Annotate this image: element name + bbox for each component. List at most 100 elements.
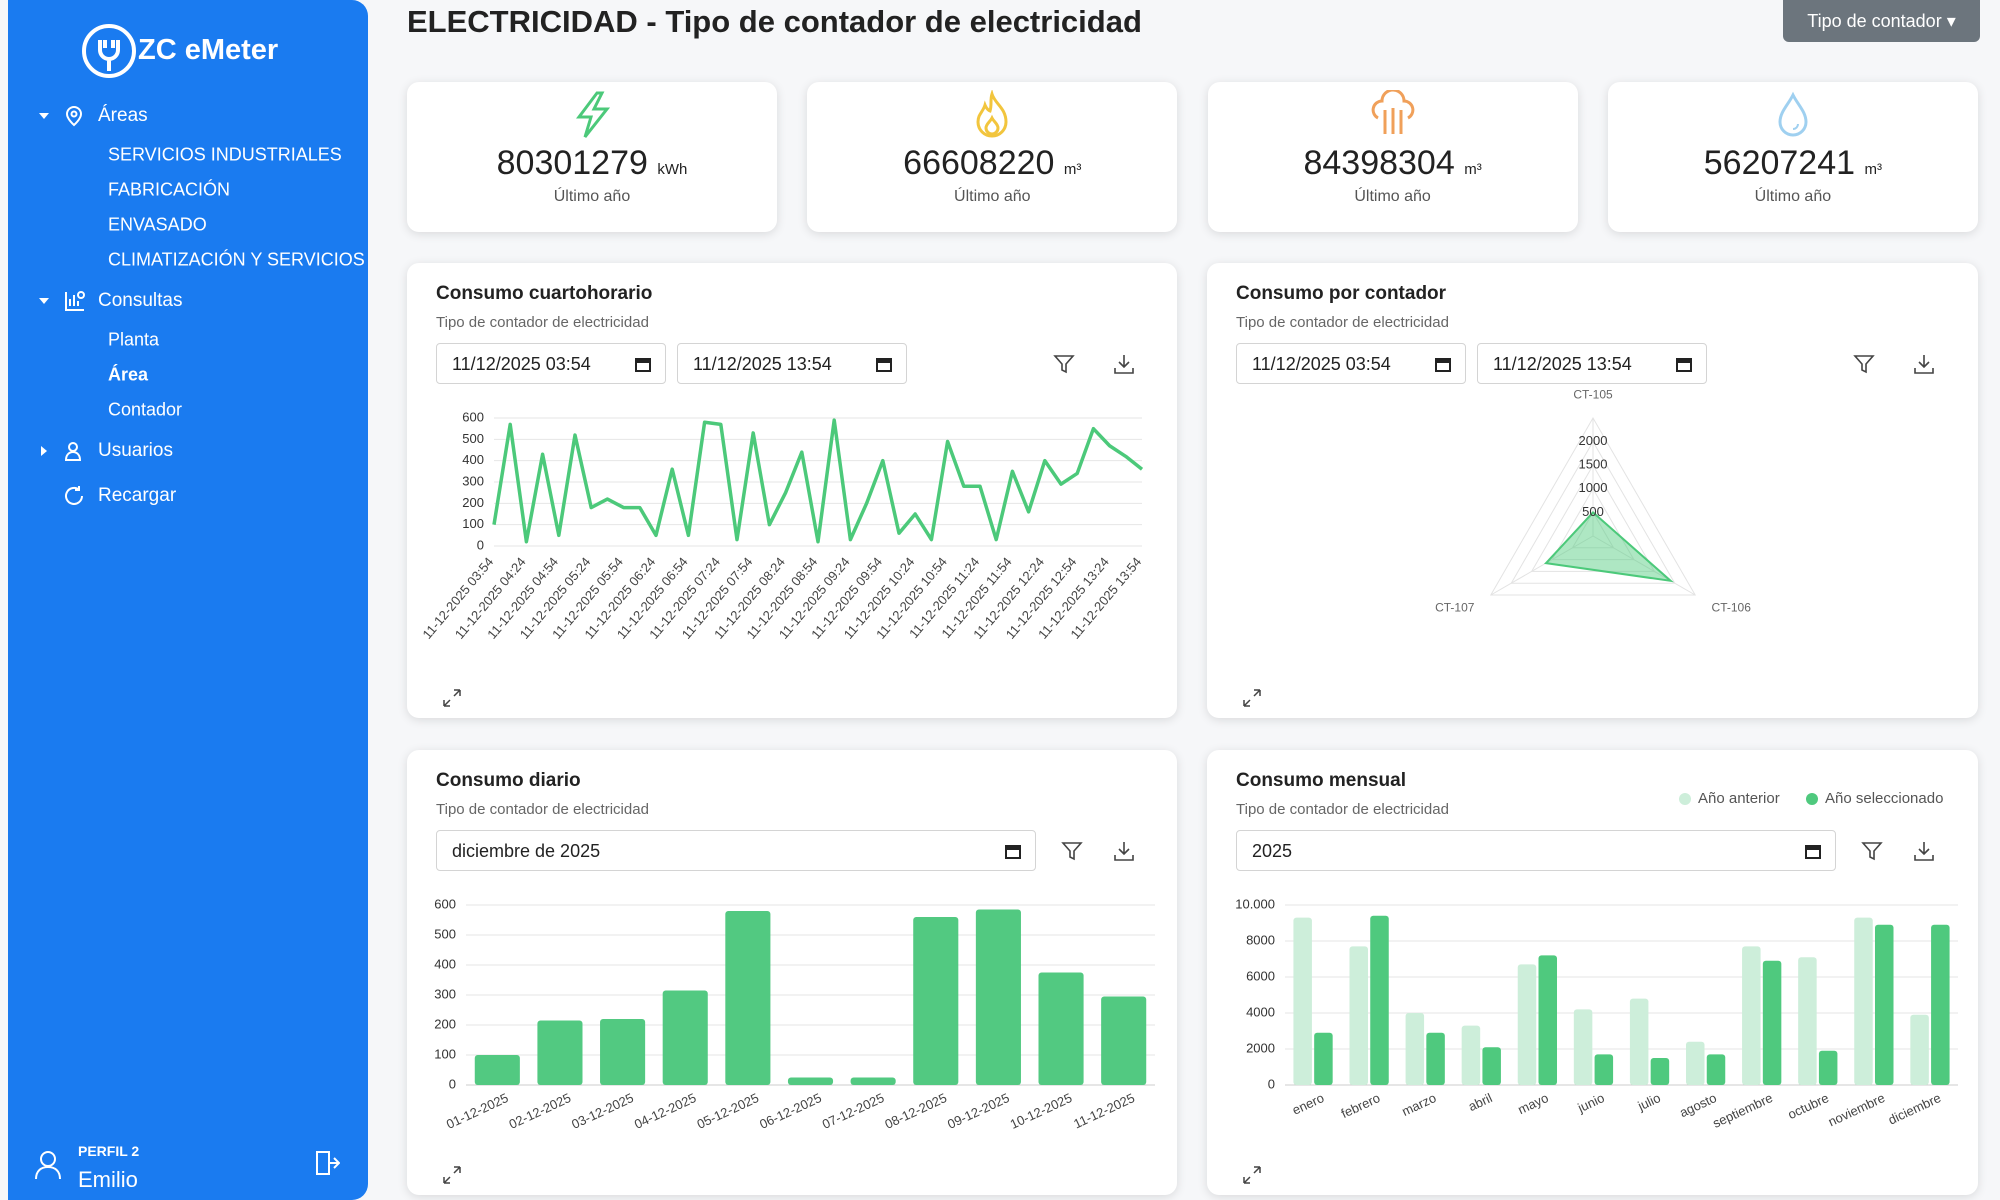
download-button[interactable] <box>1913 353 1935 375</box>
radar-ring <box>1510 440 1676 584</box>
bar <box>1762 960 1782 1085</box>
section-label[interactable]: Usuarios <box>98 440 173 461</box>
section-icon <box>65 291 85 311</box>
bar <box>1461 1025 1481 1085</box>
chart: 010020030040050060001-12-202502-12-20250… <box>434 896 1155 1132</box>
page-title: ELECTRICIDAD - Tipo de contador de elect… <box>407 4 1142 39</box>
legend-label: Año anterior <box>1698 790 1780 807</box>
y-tick-label: 10.000 <box>1235 896 1275 911</box>
radar-ring <box>1571 511 1615 549</box>
download-button[interactable] <box>1113 353 1135 375</box>
expand-button[interactable] <box>1242 1165 1262 1185</box>
nav-item[interactable]: Planta <box>108 329 160 350</box>
nav-item[interactable]: ENVASADO <box>108 214 207 235</box>
expand-arrow[interactable] <box>38 295 50 307</box>
bar <box>1685 1041 1705 1085</box>
bar <box>1874 924 1894 1085</box>
section-label[interactable]: Consultas <box>98 290 183 311</box>
nav-item[interactable]: Área <box>108 364 149 385</box>
x-tick-label: noviembre <box>1826 1090 1887 1129</box>
kpi-unit: m³ <box>1063 161 1082 178</box>
panel: Consumo cuartohorario Tipo de contador de… <box>407 263 1177 718</box>
expand-arrow[interactable] <box>38 445 50 457</box>
x-tick-label: enero <box>1290 1090 1326 1118</box>
expand-button[interactable] <box>442 1165 462 1185</box>
y-tick-label: 200 <box>434 1016 456 1031</box>
y-tick-label: 400 <box>434 956 456 971</box>
nav-item[interactable]: FABRICACIÓN <box>108 179 231 200</box>
radar-area <box>1543 511 1674 583</box>
x-tick-label: 07-12-2025 <box>820 1090 887 1132</box>
expand-arrow[interactable] <box>38 110 50 122</box>
date-input[interactable]: diciembre de 2025 <box>436 830 1036 871</box>
filter-button[interactable] <box>1861 840 1883 862</box>
date-input[interactable]: 11/12/2025 13:54 <box>677 343 907 384</box>
x-tick-label: 08-12-2025 <box>882 1090 949 1132</box>
radar-tick-label: 1000 <box>1579 480 1608 495</box>
bar <box>1818 1050 1838 1085</box>
kpi-unit: m³ <box>1464 161 1482 178</box>
date-input[interactable]: 11/12/2025 13:54 <box>1477 343 1707 384</box>
calendar-icon[interactable] <box>1435 356 1451 372</box>
logout[interactable] <box>314 1150 340 1176</box>
filter-button[interactable] <box>1853 353 1875 375</box>
bar <box>913 917 959 1085</box>
radar-ring <box>1489 417 1697 596</box>
bar <box>1854 917 1873 1085</box>
date-text: 11/12/2025 13:54 <box>1493 354 1632 374</box>
x-tick-label: 09-12-2025 <box>945 1090 1012 1132</box>
radar-tick-label: 500 <box>1582 504 1604 519</box>
calendar-icon[interactable] <box>876 356 892 372</box>
type-dropdown[interactable]: Tipo de contador ▾ <box>1783 0 1980 42</box>
section-icon <box>64 442 82 461</box>
calendar-icon[interactable] <box>1676 356 1692 372</box>
bar <box>1482 1047 1501 1085</box>
y-tick-label: 8000 <box>1246 932 1275 947</box>
date-text: diciembre de 2025 <box>452 841 601 861</box>
radar-spoke <box>1592 535 1696 596</box>
nav-item[interactable]: CLIMATIZACIÓN Y SERVICIOS <box>108 249 365 270</box>
expand-button[interactable] <box>1242 688 1262 708</box>
y-tick-label: 0 <box>449 1076 456 1091</box>
kpi-label: Último año <box>954 188 1031 205</box>
panel-title: Consumo diario <box>436 770 581 791</box>
radar-ring <box>1530 464 1656 572</box>
y-tick-label: 0 <box>1268 1076 1275 1091</box>
download-button[interactable] <box>1113 840 1135 862</box>
nav-item[interactable]: Contador <box>108 399 183 420</box>
date-text: 11/12/2025 03:54 <box>1252 354 1391 374</box>
bar <box>1798 957 1817 1085</box>
filter-button[interactable] <box>1053 353 1075 375</box>
kpi-number: 84398304 <box>1303 144 1455 182</box>
calendar-icon[interactable] <box>1805 843 1821 859</box>
date-input[interactable]: 11/12/2025 03:54 <box>436 343 666 384</box>
radar-axis-label: CT-107 <box>1435 601 1475 615</box>
bar <box>1101 996 1147 1085</box>
x-tick-label: febrero <box>1339 1090 1383 1121</box>
filter-button[interactable] <box>1061 840 1083 862</box>
x-tick-label: 04-12-2025 <box>632 1090 699 1132</box>
x-tick-label: 03-12-2025 <box>569 1090 636 1132</box>
bar <box>1742 946 1761 1085</box>
panel-subtitle: Tipo de contador de electricidad <box>1236 801 1449 818</box>
kpi-number: 66608220 <box>903 144 1055 182</box>
download-button[interactable] <box>1913 840 1935 862</box>
bar <box>1706 1054 1726 1085</box>
bar <box>1650 1058 1670 1085</box>
date-input[interactable]: 11/12/2025 03:54 <box>1236 343 1466 384</box>
section-label[interactable]: Áreas <box>98 105 148 126</box>
kpi-icon <box>976 90 1008 138</box>
reload[interactable]: Recargar <box>98 485 177 506</box>
chart: 0 2000 4000 6000 8000 10.000 Año anterior Año s… <box>1235 790 1958 1131</box>
calendar-icon[interactable] <box>1005 843 1021 859</box>
date-input[interactable]: 2025 <box>1236 830 1836 871</box>
nav-item[interactable]: SERVICIOS INDUSTRIALES <box>108 144 342 165</box>
calendar-icon[interactable] <box>635 356 651 372</box>
legend-swatch <box>1806 793 1818 805</box>
sidebar: ZC eMeter Áreas SERVICIOS INDUSTRIALES FAB… <box>8 0 368 1200</box>
expand-button[interactable] <box>442 688 462 708</box>
bar <box>850 1077 896 1085</box>
x-tick-label: 02-12-2025 <box>507 1090 574 1132</box>
bar <box>1517 964 1537 1085</box>
